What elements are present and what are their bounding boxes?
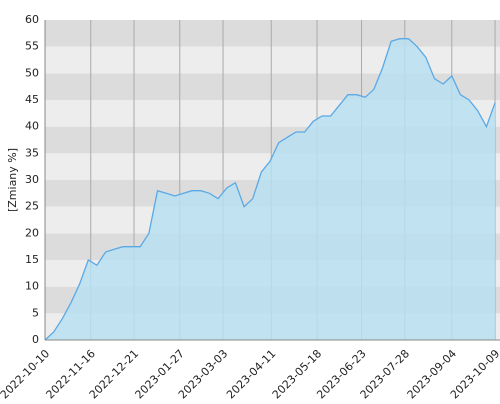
y-axis-label: [Zmiany %] (6, 148, 19, 212)
y-tick-label: 5 (32, 306, 39, 319)
y-tick-label: 35 (25, 146, 39, 159)
y-tick-label: 60 (25, 13, 39, 26)
area (45, 38, 496, 340)
y-tick-label: 40 (25, 120, 39, 133)
y-tick-label: 0 (32, 333, 39, 346)
line (44, 38, 496, 341)
y-tick-label: 30 (25, 173, 39, 186)
grid-band (45, 46, 500, 74)
y-tick-label: 25 (25, 200, 39, 213)
y-tick-label: 15 (25, 253, 39, 266)
grid-band (45, 20, 500, 47)
y-tick-label: 20 (25, 226, 39, 239)
y-tick-label: 45 (25, 93, 39, 106)
y-tick-label: 50 (25, 66, 39, 79)
y-tick-label: 55 (25, 40, 39, 53)
y-tick-label: 10 (25, 280, 39, 293)
